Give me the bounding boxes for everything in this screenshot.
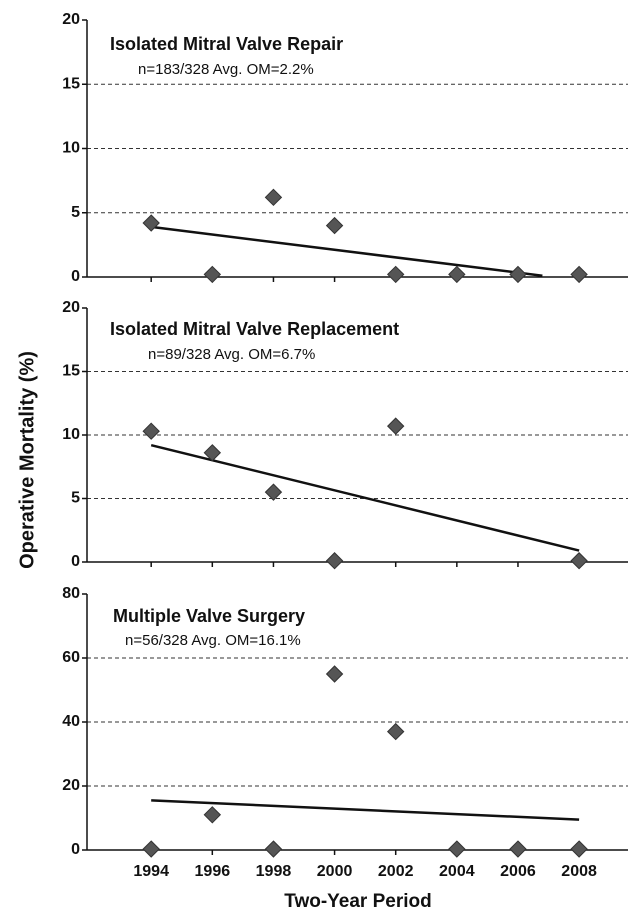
marker: [386, 265, 405, 284]
panel-subtitle: n=56/328 Avg. OM=16.1%: [125, 632, 301, 649]
marker: [386, 722, 405, 741]
marker: [448, 265, 466, 284]
marker: [509, 840, 527, 858]
marker: [203, 265, 222, 284]
trend-line: [151, 225, 543, 277]
marker: [325, 216, 344, 235]
x-tick-label: 2002: [378, 863, 414, 880]
y-tick-label: 80: [62, 585, 80, 602]
marker: [386, 417, 405, 435]
x-tick-label: 1998: [256, 863, 292, 880]
marker: [570, 265, 588, 284]
y-tick-label: 5: [71, 490, 80, 507]
marker: [264, 188, 283, 207]
x-axis-label: Two-Year Period: [284, 891, 431, 912]
panel-title: Multiple Valve Surgery: [113, 606, 305, 626]
y-tick-label: 10: [62, 426, 80, 443]
x-tick-label: 1994: [133, 863, 169, 880]
trend-line: [150, 443, 580, 552]
y-tick-label: 0: [71, 268, 80, 285]
marker: [203, 806, 222, 824]
y-tick-label: 60: [62, 649, 80, 666]
y-axis-label: Operative Mortality (%): [16, 351, 38, 569]
marker: [325, 552, 344, 570]
x-tick-label: 2008: [561, 863, 597, 880]
marker: [264, 840, 283, 858]
panel-title: Isolated Mitral Valve Repair: [110, 34, 343, 54]
marker: [325, 665, 344, 683]
marker: [509, 265, 527, 284]
y-tick-label: 0: [71, 553, 80, 570]
panel-subtitle: n=89/328 Avg. OM=6.7%: [148, 346, 315, 363]
marker: [264, 483, 283, 501]
marker: [570, 840, 588, 858]
x-tick-label: 2004: [439, 863, 475, 880]
marker: [448, 840, 466, 858]
x-tick-label: 1996: [195, 863, 231, 880]
y-tick-label: 5: [71, 204, 80, 221]
y-tick-label: 20: [62, 777, 80, 794]
marker: [570, 552, 588, 570]
x-tick-label: 2000: [317, 863, 353, 880]
y-tick-label: 0: [71, 841, 80, 858]
y-tick-label: 20: [62, 11, 80, 28]
x-tick-label: 2006: [500, 863, 536, 880]
y-tick-label: 15: [62, 363, 80, 380]
trend-line: [151, 799, 580, 821]
panel-subtitle: n=183/328 Avg. OM=2.2%: [138, 61, 314, 78]
marker: [142, 214, 160, 232]
y-tick-label: 40: [62, 713, 80, 730]
y-tick-label: 10: [62, 140, 80, 157]
marker: [203, 444, 222, 462]
marker: [142, 840, 160, 858]
marker: [142, 422, 160, 440]
y-tick-label: 20: [62, 299, 80, 316]
y-tick-label: 15: [62, 75, 80, 92]
panel-title: Isolated Mitral Valve Replacement: [110, 319, 399, 339]
